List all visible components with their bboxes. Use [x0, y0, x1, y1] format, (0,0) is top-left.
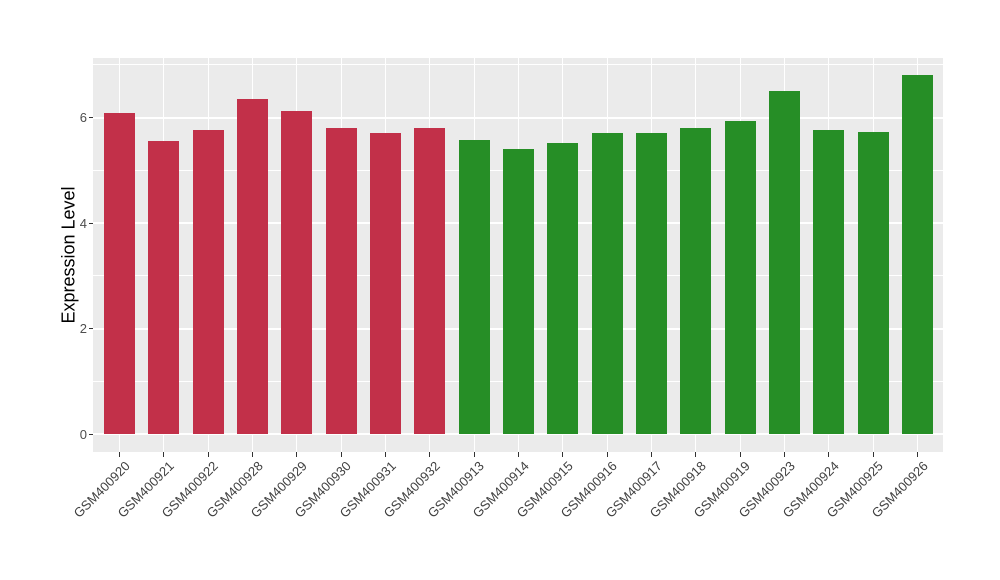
- x-tick-mark: [606, 452, 608, 457]
- bar-GSM400929: [281, 111, 313, 434]
- bar-GSM400914: [503, 149, 535, 434]
- bar-GSM400915: [547, 142, 579, 434]
- x-tick-mark: [252, 452, 254, 457]
- x-tick-mark: [828, 452, 830, 457]
- y-tick-mark: [89, 117, 93, 118]
- y-tick-mark: [89, 433, 93, 435]
- bar-GSM400916: [591, 132, 623, 434]
- bar-GSM400923: [769, 91, 801, 434]
- x-tick-mark: [429, 452, 431, 457]
- y-tick-mark: [89, 328, 93, 329]
- x-tick-mark: [651, 452, 653, 457]
- bar-GSM400928: [237, 99, 269, 434]
- y-tick-mark: [89, 222, 93, 224]
- bar-GSM400913: [458, 140, 490, 434]
- bar-GSM400917: [636, 133, 668, 434]
- x-tick-mark: [385, 452, 387, 457]
- bar-GSM400924: [813, 130, 845, 434]
- x-tick-mark: [296, 452, 298, 457]
- gridline-major: [93, 116, 943, 119]
- gridline-minor: [93, 64, 943, 66]
- bar-GSM400925: [857, 131, 889, 434]
- bar-GSM400918: [680, 128, 712, 434]
- x-tick-mark: [695, 452, 697, 457]
- bar-GSM400926: [902, 74, 934, 434]
- y-tick-label: 4: [79, 215, 87, 231]
- x-tick-mark: [119, 452, 121, 457]
- y-tick-label: 6: [79, 110, 87, 125]
- bar-GSM400920: [104, 113, 136, 434]
- y-tick-label: 2: [79, 321, 87, 336]
- x-tick-mark: [163, 452, 165, 457]
- bar-GSM400919: [724, 121, 756, 434]
- y-tick-label: 0: [79, 426, 87, 442]
- bar-GSM400922: [192, 130, 224, 434]
- bar-GSM400932: [414, 127, 446, 434]
- y-axis-title: Expression Level: [58, 186, 79, 324]
- gridline-major: [93, 433, 943, 435]
- plot-panel: [93, 58, 943, 452]
- x-tick-mark: [518, 452, 520, 457]
- x-tick-mark: [207, 452, 209, 457]
- bar-GSM400921: [148, 141, 180, 434]
- x-tick-mark: [340, 452, 342, 457]
- x-tick-mark: [917, 452, 919, 457]
- x-tick-mark: [473, 452, 475, 457]
- bar-GSM400931: [370, 132, 402, 434]
- x-tick-mark: [784, 452, 786, 457]
- x-tick-mark: [739, 452, 741, 457]
- bar-GSM400930: [325, 128, 357, 434]
- x-tick-mark: [562, 452, 564, 457]
- x-tick-mark: [872, 452, 874, 457]
